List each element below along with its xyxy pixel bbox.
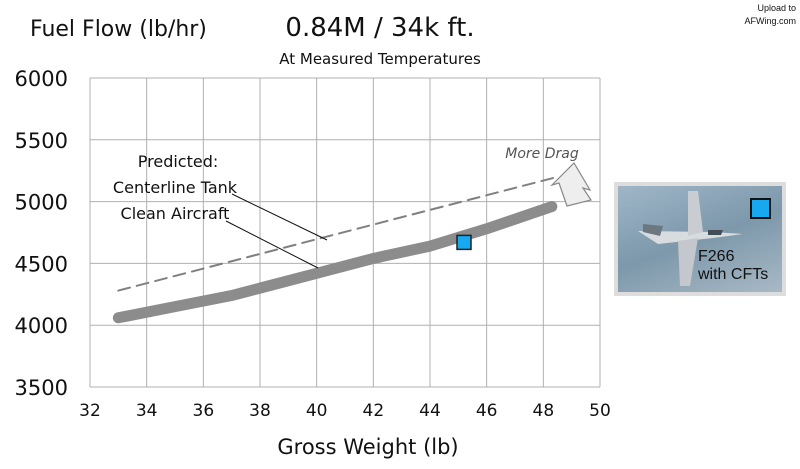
x-tick-label: 42 [363, 401, 385, 421]
x-tick-label: 50 [589, 401, 611, 421]
x-tick-label: 48 [533, 401, 555, 421]
y-tick-label: 4500 [15, 252, 68, 276]
y-tick-label: 3500 [15, 376, 68, 400]
jet-icon [638, 191, 743, 286]
annotation-centerline-tank: Centerline Tank [113, 178, 238, 197]
data-point-cft [456, 234, 472, 251]
y-tick-label: 4000 [15, 314, 68, 338]
more-drag-arrow-icon [549, 162, 592, 207]
leader-line-centerline [231, 193, 328, 241]
annotation-clean-aircraft: Clean Aircraft [121, 204, 230, 223]
x-tick-label: 38 [249, 401, 271, 421]
watermark-line2: AFWing.com [744, 16, 796, 26]
annotation-predicted: Predicted: [138, 152, 219, 171]
leader-line-clean [225, 220, 319, 269]
cft-marker-legend [750, 198, 771, 219]
y-tick-label: 5500 [15, 129, 68, 153]
series-line-clean-aircraft [112, 201, 558, 324]
x-tick-label: 36 [193, 401, 215, 421]
aircraft-photo: F266 with CFTs [618, 186, 782, 292]
x-tick-label: 32 [79, 401, 101, 421]
watermark: Upload to AFWing.com [744, 2, 796, 28]
chart-title: 0.84M / 34k ft. [285, 13, 474, 43]
series-line-centerline-tank [117, 175, 559, 292]
y-tick-label: 6000 [15, 67, 68, 91]
chart-subtitle: At Measured Temperatures [279, 50, 481, 68]
x-axis-title: Gross Weight (lb) [277, 435, 458, 459]
inset-label-f266: F266 [698, 248, 735, 265]
x-tick-label: 40 [306, 401, 328, 421]
y-axis-title: Fuel Flow (lb/hr) [30, 17, 207, 42]
x-tick-label: 34 [136, 401, 158, 421]
y-tick-label: 5000 [15, 191, 68, 215]
x-tick-label: 44 [419, 401, 441, 421]
annotation-more-drag: More Drag [505, 146, 579, 162]
inset-label-cfts: with CFTs [698, 266, 769, 283]
watermark-line1: Upload to [757, 3, 796, 13]
x-tick-label: 46 [476, 401, 498, 421]
aircraft-inset: F266 with CFTs [614, 182, 786, 296]
